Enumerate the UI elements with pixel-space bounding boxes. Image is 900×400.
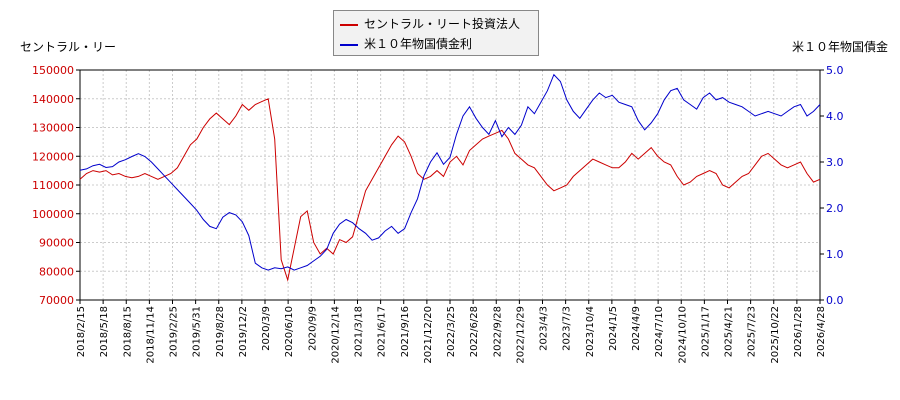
x-tick-label: 2024/1/5 [608,306,619,351]
right-tick-label: 1.0 [826,248,844,261]
x-tick-label: 2023/7/3 [562,306,573,351]
left-tick-label: 130000 [32,122,74,135]
x-tick-label: 2023/4/3 [539,306,550,351]
x-tick-label: 2018/8/15 [122,306,133,357]
x-tick-label: 2021/3/18 [354,306,365,357]
legend-item-reit: セントラル・リート投資法人 [340,14,520,34]
legend-swatch-reit [340,23,358,26]
left-tick-label: 140000 [32,93,74,106]
x-tick-label: 2026/1/28 [793,306,804,357]
x-tick-label: 2024/10/10 [677,306,688,364]
left-axis-ticks: 150000 140000 130000 120000 110000 100000 9000… [32,64,80,307]
right-axis-title: 米１０年物国債金 [792,40,889,54]
x-tick-label: 2020/6/10 [284,306,295,357]
x-tick-label: 2022/6/28 [469,306,480,357]
left-axis-title: セントラル・リー [20,40,117,54]
left-tick-label: 90000 [39,237,74,250]
x-tick-label: 2021/9/16 [400,306,411,357]
series-line-reit [79,98,821,282]
legend-label-bond: 米１０年物国債金利 [364,37,473,51]
legend-label-reit: セントラル・リート投資法人 [364,17,521,31]
x-tick-label: 2018/2/15 [76,306,87,357]
right-tick-label: 3.0 [826,156,844,169]
x-tick-label: 2022/12/29 [515,306,526,364]
x-axis-ticks: 2018/2/15 2018/5/18 2018/8/15 2018/11/14 201… [76,300,827,364]
x-tick-label: 2025/7/23 [747,306,758,357]
x-tick-label: 2020/3/9 [261,306,272,351]
right-tick-label: 5.0 [826,64,844,77]
series-line-bond [79,73,821,271]
x-tick-label: 2025/10/22 [770,306,781,364]
x-tick-label: 2021/6/17 [377,306,388,357]
legend: セントラル・リート投資法人 米１０年物国債金利 [333,10,539,56]
x-tick-label: 2019/12/2 [238,306,249,357]
grid [80,70,820,300]
x-tick-label: 2019/8/28 [215,306,226,357]
left-tick-label: 80000 [39,265,74,278]
x-tick-label: 2024/4/9 [631,306,642,351]
x-tick-label: 2022/3/25 [446,306,457,357]
x-tick-label: 2021/12/20 [423,306,434,364]
right-axis-ticks: 5.0 4.0 3.0 2.0 1.0 0.0 [820,64,844,307]
x-tick-label: 2020/12/14 [330,306,341,364]
x-tick-label: 2024/7/10 [654,306,665,357]
x-tick-label: 2025/1/17 [700,306,711,357]
x-tick-label: 2023/10/4 [585,306,596,357]
left-tick-label: 70000 [39,294,74,307]
x-tick-label: 2026/4/28 [816,306,827,357]
right-tick-label: 0.0 [826,294,844,307]
right-tick-label: 4.0 [826,110,844,123]
left-tick-label: 120000 [32,150,74,163]
x-tick-label: 2020/9/9 [307,306,318,351]
x-tick-label: 2025/4/21 [724,306,735,357]
right-tick-label: 2.0 [826,202,844,215]
legend-swatch-bond [340,43,358,46]
x-tick-label: 2018/11/14 [145,306,156,364]
x-tick-label: 2022/9/28 [492,306,503,357]
x-tick-label: 2019/5/31 [192,306,203,357]
x-tick-label: 2019/2/25 [169,306,180,357]
left-tick-label: 110000 [32,179,74,192]
x-tick-label: 2018/5/18 [99,306,110,357]
left-tick-label: 100000 [32,208,74,221]
legend-item-bond: 米１０年物国債金利 [340,34,472,54]
left-tick-label: 150000 [32,64,74,77]
